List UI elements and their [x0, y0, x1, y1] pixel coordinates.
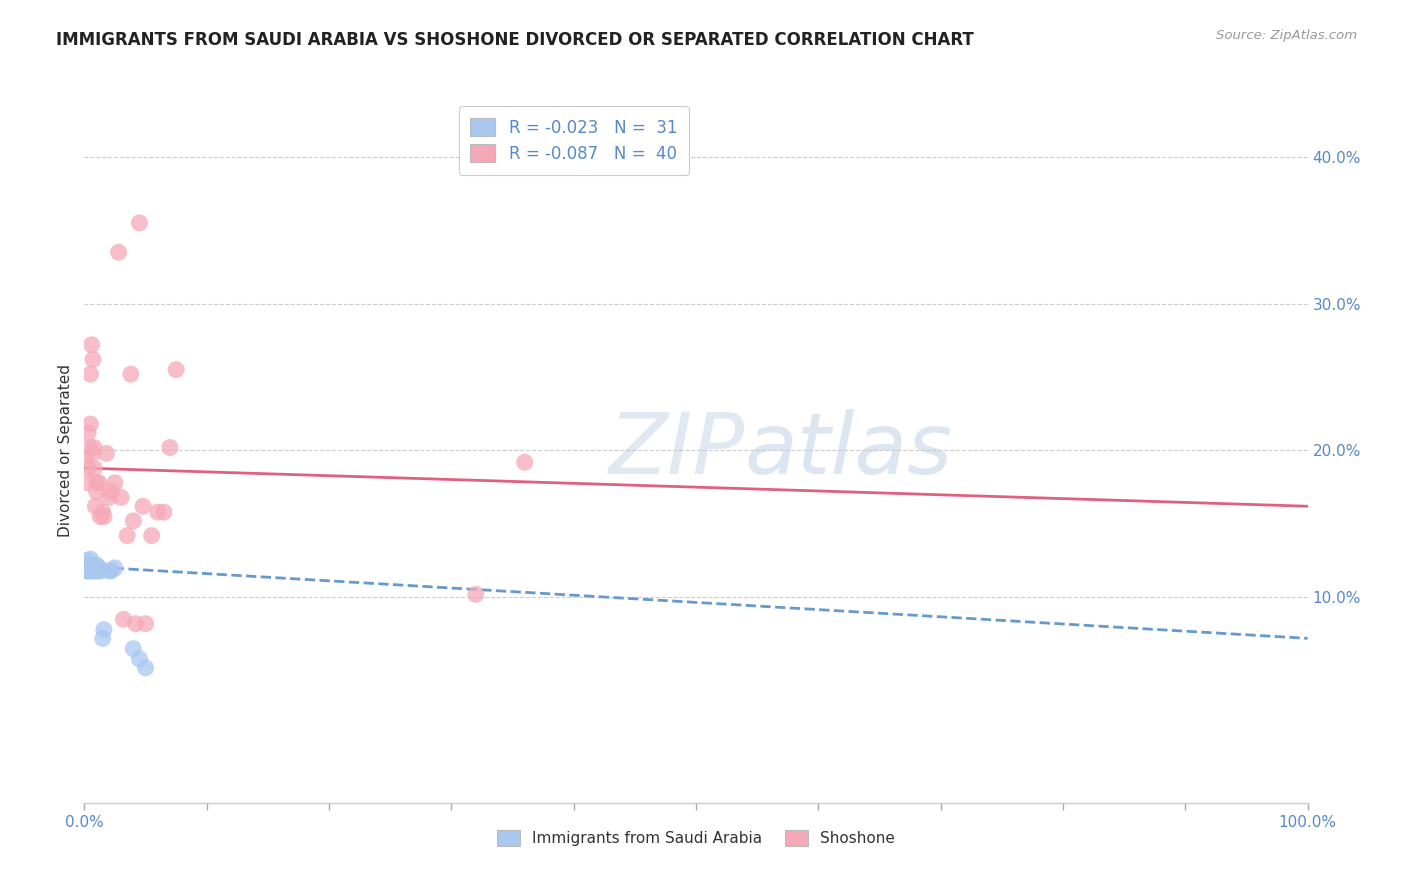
Point	[86, 484, 108, 499]
Point	[75, 450, 97, 465]
Y-axis label: Divorced or Separated: Divorced or Separated	[58, 364, 73, 537]
Text: atlas: atlas	[745, 409, 953, 492]
Point	[79, 564, 101, 578]
Point	[86, 558, 108, 572]
Point	[112, 612, 135, 626]
Point	[83, 441, 105, 455]
Point	[96, 446, 118, 460]
Point	[87, 561, 110, 575]
Point	[89, 509, 111, 524]
Point	[128, 652, 150, 666]
Point	[79, 552, 101, 566]
Point	[120, 367, 142, 381]
Point	[84, 564, 107, 578]
Point	[82, 446, 104, 460]
Point	[97, 491, 120, 505]
Point	[86, 475, 108, 490]
Point	[79, 367, 101, 381]
Point	[115, 528, 138, 542]
Point	[100, 484, 122, 499]
Point	[93, 623, 115, 637]
Point	[83, 561, 105, 575]
Point	[135, 616, 157, 631]
Text: Source: ZipAtlas.com: Source: ZipAtlas.com	[1216, 29, 1357, 42]
Point	[104, 475, 127, 490]
Point	[146, 505, 169, 519]
Point	[80, 337, 103, 351]
Point	[80, 561, 103, 575]
Point	[110, 491, 132, 505]
Legend: Immigrants from Saudi Arabia, Shoshone: Immigrants from Saudi Arabia, Shoshone	[488, 821, 904, 855]
Point	[122, 641, 145, 656]
Text: ZIP: ZIP	[609, 409, 745, 492]
Point	[77, 564, 100, 578]
Point	[79, 417, 101, 431]
Point	[84, 500, 107, 514]
Point	[77, 461, 100, 475]
Point	[82, 558, 104, 572]
Point	[159, 441, 181, 455]
Point	[122, 514, 145, 528]
Point	[83, 564, 105, 578]
Point	[97, 564, 120, 578]
Point	[75, 561, 97, 575]
Point	[141, 528, 163, 542]
Point	[87, 475, 110, 490]
Point	[165, 362, 187, 376]
Point	[464, 587, 486, 601]
Point	[76, 475, 98, 490]
Point	[77, 425, 100, 440]
Point	[513, 455, 536, 469]
Point	[107, 245, 129, 260]
Point	[80, 558, 103, 572]
Point	[76, 553, 98, 567]
Point	[83, 461, 105, 475]
Point	[76, 564, 98, 578]
Point	[132, 500, 155, 514]
Point	[100, 564, 122, 578]
Point	[93, 509, 115, 524]
Point	[125, 616, 148, 631]
Point	[91, 505, 114, 519]
Text: IMMIGRANTS FROM SAUDI ARABIA VS SHOSHONE DIVORCED OR SEPARATED CORRELATION CHART: IMMIGRANTS FROM SAUDI ARABIA VS SHOSHONE…	[56, 31, 974, 49]
Point	[84, 561, 107, 575]
Point	[128, 216, 150, 230]
Point	[82, 352, 104, 367]
Point	[153, 505, 176, 519]
Point	[77, 441, 100, 455]
Point	[77, 558, 100, 572]
Point	[77, 558, 100, 572]
Point	[104, 561, 127, 575]
Point	[77, 564, 100, 578]
Point	[91, 632, 114, 646]
Point	[79, 561, 101, 575]
Point	[82, 564, 104, 578]
Point	[135, 661, 157, 675]
Point	[87, 564, 110, 578]
Point	[89, 564, 111, 578]
Point	[86, 564, 108, 578]
